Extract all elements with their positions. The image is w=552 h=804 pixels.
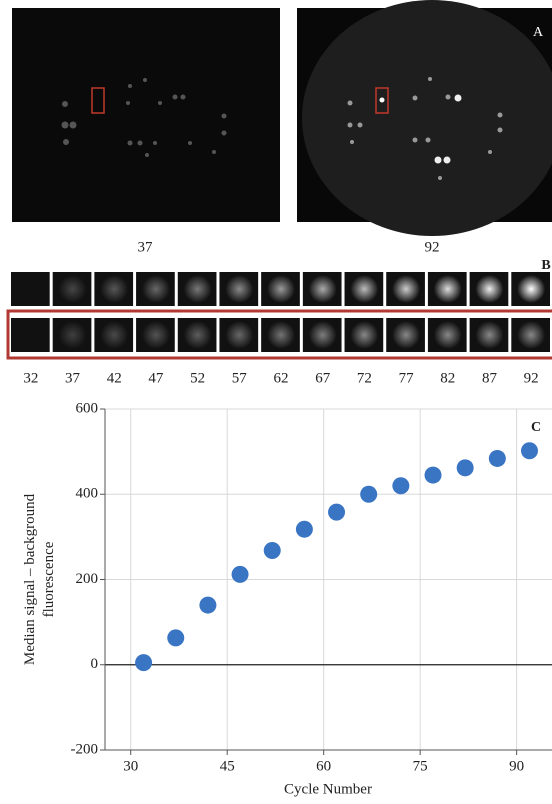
x-tick-label: 45 <box>220 758 235 774</box>
caption: 37 <box>138 239 154 255</box>
point <box>167 629 185 647</box>
caption: 92 <box>425 239 440 255</box>
cycle-label: 47 <box>148 370 164 386</box>
y-tick-label: 200 <box>76 571 99 587</box>
spot <box>58 275 87 303</box>
x-tick-label: 60 <box>316 758 331 774</box>
point <box>424 466 442 484</box>
cycle-label: 42 <box>107 370 122 386</box>
cycle-label: 67 <box>315 370 331 386</box>
point <box>360 485 378 503</box>
point <box>295 520 313 538</box>
spot <box>267 321 295 349</box>
spot <box>141 275 170 303</box>
spot <box>517 275 546 303</box>
cycle-label: 87 <box>482 370 498 386</box>
y-axis-label-line: Median signal – background <box>22 493 38 665</box>
y-tick-label: 600 <box>76 400 99 416</box>
x-axis-label: Cycle Number <box>284 781 372 797</box>
panel-label: B <box>541 258 550 273</box>
cycle-label: 57 <box>232 370 248 386</box>
y-tick-label: -200 <box>71 741 99 757</box>
spots-left <box>61 78 227 157</box>
point <box>263 542 281 560</box>
spot <box>225 321 254 349</box>
x-tick-label: 90 <box>509 758 524 774</box>
spot <box>475 275 504 303</box>
spot <box>433 321 462 349</box>
y-axis-label: Median signal – background fluorescence <box>22 493 57 665</box>
spot-tile <box>11 272 50 306</box>
cycle-label: 82 <box>440 370 455 386</box>
spot <box>267 275 295 303</box>
panel-label: C <box>531 420 541 435</box>
spot <box>183 321 212 349</box>
panel-a: A 37 92 <box>12 0 552 255</box>
cycle-label: 62 <box>274 370 289 386</box>
point <box>199 596 217 614</box>
spot <box>100 275 129 303</box>
spot <box>392 275 421 303</box>
cycle-label: 92 <box>524 370 539 386</box>
roi-band <box>6 309 552 360</box>
spot <box>225 275 254 303</box>
y-axis-label-line: fluorescence <box>41 541 57 617</box>
point <box>392 477 410 495</box>
y-tick-label: 0 <box>91 656 99 672</box>
spot <box>350 321 379 349</box>
x-tick-label: 30 <box>123 758 138 774</box>
point <box>231 565 249 583</box>
x-tick-label: 75 <box>413 758 428 774</box>
array-well <box>302 0 552 236</box>
point <box>456 459 474 477</box>
spot <box>517 321 546 349</box>
spot <box>308 275 337 303</box>
spot <box>392 321 421 349</box>
point <box>328 503 346 521</box>
spot <box>141 321 170 349</box>
roi-box <box>375 87 389 114</box>
spot <box>58 321 87 349</box>
cycle-label: 52 <box>190 370 205 386</box>
point <box>488 449 506 467</box>
cycle-label: 32 <box>23 370 38 386</box>
cycle-label: 37 <box>65 370 81 386</box>
spot <box>433 275 462 303</box>
spot <box>183 275 212 303</box>
panel-c: C Cycle Number -200 0 200 400 600 30 45 60 75 90 M… <box>22 400 552 797</box>
point <box>135 654 153 672</box>
spot <box>100 321 129 349</box>
spot-tile <box>11 318 50 352</box>
array-image <box>12 8 280 222</box>
point <box>520 442 538 460</box>
spot <box>350 275 379 303</box>
spot <box>308 321 337 349</box>
y-tick-label: 400 <box>76 486 99 502</box>
spots-right <box>347 77 503 180</box>
panel-b: B 32 37 42 47 52 57 62 67 72 77 82 87 92 <box>0 258 552 386</box>
spot <box>475 321 504 349</box>
cycle-label: 72 <box>357 370 372 386</box>
panel-label: A <box>533 25 544 40</box>
cycle-label: 77 <box>399 370 415 386</box>
roi-box <box>91 87 105 114</box>
